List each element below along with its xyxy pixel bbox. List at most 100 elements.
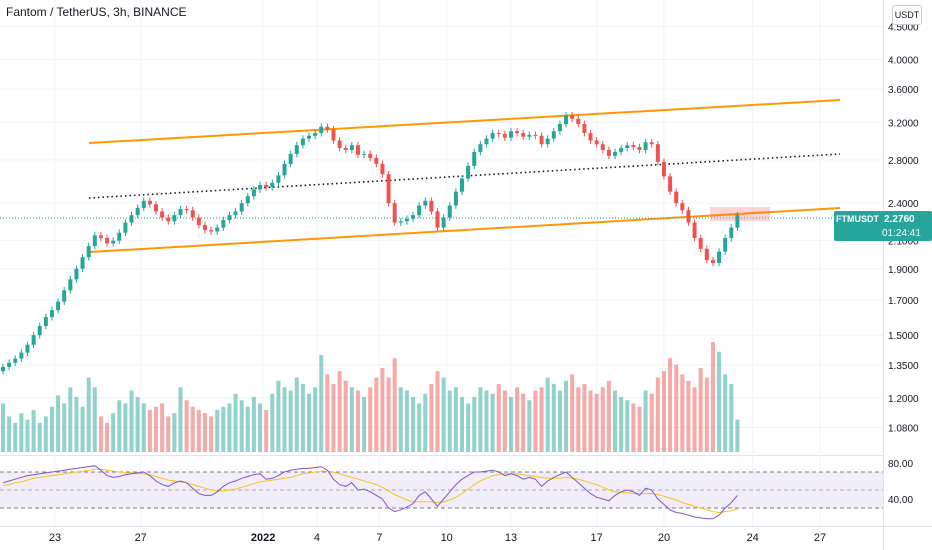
price-tick-label: 1.5000 — [888, 331, 919, 342]
candle-body — [43, 317, 48, 327]
candle-body — [74, 268, 79, 280]
time-tick-label: 27 — [814, 532, 826, 544]
volume-bar — [619, 397, 624, 452]
volume-bar — [196, 409, 201, 452]
volume-bar — [386, 377, 391, 452]
candle-body — [147, 200, 152, 205]
price-tick-label: 1.3500 — [888, 361, 919, 372]
candle-body — [576, 118, 581, 125]
volume-bar — [202, 413, 207, 452]
candle-body — [637, 147, 642, 150]
volume-bar — [729, 384, 734, 452]
volume-bar — [80, 406, 85, 452]
volume-bar — [539, 387, 544, 452]
candle-body — [202, 225, 207, 231]
candle-body — [362, 153, 367, 155]
volume-bar — [233, 393, 238, 452]
candle-body — [704, 248, 709, 261]
volume-bar — [325, 374, 330, 452]
candle-body — [19, 352, 24, 359]
candle-body — [717, 251, 722, 263]
volume-bar — [594, 393, 599, 452]
time-axis[interactable]: 23 27 2022 4 7 10 13 17 20 24 27 — [49, 532, 826, 544]
candle-body — [692, 222, 697, 239]
candle-body — [325, 126, 330, 130]
price-tick-label: 2.1000 — [888, 237, 919, 248]
candle-body — [264, 185, 269, 188]
candle-body — [349, 145, 354, 150]
time-tick-label: 20 — [658, 532, 670, 544]
candle-body — [472, 151, 477, 166]
candle-body — [160, 211, 165, 218]
candle-body — [62, 290, 67, 302]
volume-bar — [92, 387, 97, 452]
candle-body — [490, 133, 495, 139]
candle-body — [355, 145, 360, 155]
volume-bar — [557, 390, 562, 452]
candle-body — [154, 204, 158, 212]
price-tick-label: 1.0800 — [888, 424, 919, 435]
volume-bar — [417, 403, 422, 452]
time-tick-label: 2022 — [251, 532, 275, 544]
price-tick-label: 1.9000 — [888, 265, 919, 276]
candle-body — [570, 115, 575, 119]
volume-bar — [704, 377, 709, 452]
volume-bar — [478, 387, 483, 452]
volume-bar — [453, 387, 458, 452]
volume-bar — [680, 374, 685, 452]
candle-body — [735, 215, 740, 228]
candle-body — [313, 133, 318, 136]
time-tick-label: 13 — [505, 532, 517, 544]
price-tick-label: 1.7000 — [888, 296, 919, 307]
candle-body — [258, 185, 263, 190]
candle-body — [527, 134, 532, 137]
candlestick-series — [1, 112, 740, 375]
volume-bar — [98, 416, 103, 452]
volume-bar — [508, 397, 513, 452]
candle-body — [37, 326, 42, 336]
volume-bar — [411, 397, 416, 452]
volume-bar — [343, 380, 348, 452]
highlight-zone — [710, 207, 770, 221]
candle-body — [227, 215, 232, 221]
volume-bar — [692, 387, 697, 452]
volume-bar — [86, 377, 91, 452]
volume-bar — [723, 374, 728, 452]
volume-bar — [7, 416, 12, 452]
volume-bar — [674, 364, 679, 452]
candle-body — [411, 215, 416, 219]
currency-button[interactable]: USDT — [892, 5, 922, 25]
volume-bar — [190, 406, 195, 452]
candle-body — [619, 148, 624, 152]
candle-body — [680, 203, 685, 211]
price-axis[interactable]: 4.5000 4.0000 3.6000 3.2000 2.8000 2.4000 2.10… — [888, 23, 919, 506]
volume-bar — [545, 377, 550, 452]
volume-bar — [105, 422, 110, 452]
volume-bar — [111, 413, 116, 452]
price-tag: FTMUSDT 2.2760 01:24:41 — [834, 211, 932, 241]
volume-bar — [62, 403, 67, 452]
volume-bar — [435, 371, 440, 452]
volume-bar — [264, 409, 269, 452]
candle-body — [7, 362, 12, 367]
volume-bar — [141, 403, 146, 452]
candle-body — [25, 344, 30, 353]
candle-body — [337, 140, 342, 149]
candle-body — [625, 145, 630, 149]
time-tick-label: 17 — [591, 532, 603, 544]
candle-body — [539, 135, 544, 145]
volume-bar — [392, 358, 397, 452]
volume-bar — [710, 342, 715, 452]
rsi-tick-label: 40.00 — [888, 495, 913, 506]
volume-bar — [258, 403, 263, 452]
candle-body — [435, 211, 440, 228]
candle-body — [282, 163, 287, 176]
candle-body — [117, 232, 122, 241]
volume-bar — [637, 406, 642, 452]
candle-body — [92, 235, 97, 247]
time-tick-label: 27 — [135, 532, 147, 544]
volume-bar — [527, 400, 532, 452]
volume-bar — [423, 393, 428, 452]
candle-body — [343, 148, 348, 150]
